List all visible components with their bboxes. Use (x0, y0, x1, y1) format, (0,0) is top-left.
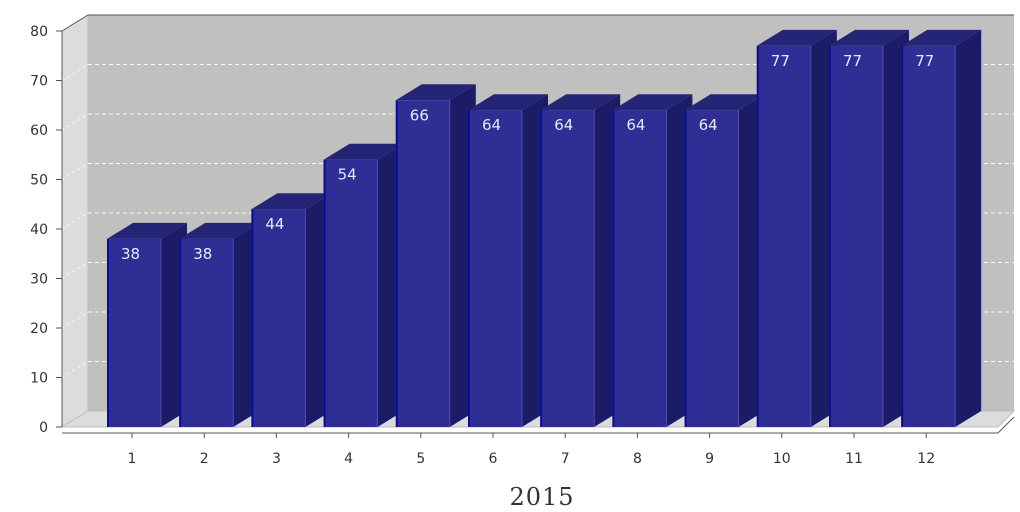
bar-value-label: 64 (699, 116, 718, 134)
bar: 44 (251, 193, 332, 427)
bar-front-face (107, 238, 161, 427)
bar-value-label: 38 (121, 245, 140, 263)
bar: 64 (612, 94, 693, 427)
bars: 38 38 44 54 66 64 64 64 64 77 77 77 (107, 29, 982, 428)
bar-top-face (829, 29, 909, 46)
bar-top-face (179, 222, 260, 239)
bar-edge (468, 110, 470, 427)
bar: 77 (756, 29, 837, 427)
gridline-side (61, 64, 89, 81)
bar-top-face (756, 29, 837, 46)
axes (61, 14, 1015, 434)
bar: 64 (468, 94, 548, 427)
bar-value-label: 54 (338, 166, 357, 184)
bar-edge (107, 238, 109, 427)
bar-front-face (901, 45, 956, 427)
bar-front-face (323, 159, 378, 427)
bar-front-face (395, 100, 450, 428)
y-tick-label: 10 (30, 371, 48, 387)
gridline-side (61, 311, 89, 329)
x-tick-label: 10 (773, 451, 791, 467)
bar-top-face (323, 143, 404, 160)
bar-top-face (684, 94, 765, 111)
gridline-side (61, 113, 89, 131)
y-tick-label: 50 (30, 173, 48, 189)
gridline-side (61, 262, 89, 279)
bar-value-label: 77 (843, 52, 862, 70)
bar-top-face (540, 94, 621, 111)
bar-front-face (612, 110, 667, 427)
bar-edge (684, 110, 687, 427)
gridline-side (61, 361, 89, 378)
bar-front-face (179, 238, 234, 427)
bar-edge (756, 45, 759, 427)
y-axis-top-edge (61, 14, 89, 32)
x-axis-depth-line (997, 416, 1015, 434)
x-tick-label: 5 (416, 451, 425, 467)
x-tick-label: 6 (489, 451, 498, 467)
gridline-side (61, 163, 89, 180)
y-tick-label: 80 (30, 24, 48, 40)
bar-value-label: 64 (482, 116, 501, 134)
x-tick-label: 4 (344, 451, 353, 467)
bar-value-label: 66 (410, 106, 429, 124)
y-tick-label: 0 (39, 420, 48, 436)
bar-value-label: 38 (193, 245, 212, 263)
bar-edge (901, 45, 904, 427)
x-tick-label: 7 (561, 451, 570, 467)
x-tick-label: 9 (705, 451, 714, 467)
bar-edge (179, 238, 182, 427)
gridline-side (61, 212, 89, 230)
bar-value-label: 64 (626, 116, 645, 134)
x-axis-ticks: 1 2 3 4 5 6 7 8 9 10 11 12 (128, 433, 935, 467)
bar: 64 (540, 94, 621, 427)
bar-edge (251, 209, 254, 427)
y-tick-label: 40 (30, 222, 48, 238)
bar-top-face (612, 94, 693, 111)
bar-top-face (468, 94, 548, 111)
x-tick-label: 1 (128, 451, 137, 467)
bar: 77 (901, 29, 982, 427)
bar-value-label: 77 (915, 52, 934, 70)
y-tick-label: 30 (30, 272, 48, 288)
bar: 38 (107, 222, 187, 427)
x-tick-label: 8 (633, 451, 642, 467)
bar-top-face (901, 29, 982, 46)
bar-edge (612, 110, 615, 427)
bar-value-label: 44 (265, 215, 284, 233)
bar-top-face (251, 193, 332, 210)
y-axis-ticks: 0 10 20 30 40 50 60 70 80 (30, 24, 62, 436)
x-tick-label: 3 (272, 451, 281, 467)
bar-front-face (540, 110, 595, 427)
bar-side-face (955, 29, 982, 427)
x-axis-title: 2015 (509, 483, 574, 511)
x-tick-label: 12 (917, 451, 935, 467)
bar: 66 (395, 84, 476, 428)
bar-edge (323, 159, 326, 427)
bar-front-face (468, 110, 522, 427)
bar-edge (829, 45, 831, 427)
bar-front-face (251, 209, 306, 427)
bar-front-face (684, 110, 739, 427)
x-tick-label: 2 (200, 451, 209, 467)
bar: 64 (684, 94, 765, 427)
y-tick-label: 20 (30, 321, 48, 337)
bar-value-label: 64 (554, 116, 573, 134)
plot-side-wall (61, 14, 89, 428)
bar: 54 (323, 143, 404, 427)
bar: 77 (829, 29, 909, 427)
bar-top-face (395, 84, 476, 101)
bar-value-label: 77 (771, 52, 790, 70)
bar: 38 (179, 222, 260, 427)
bar-front-face (756, 45, 811, 427)
x-tick-label: 11 (845, 451, 863, 467)
bar-front-face (829, 45, 883, 427)
bar-edge (395, 100, 398, 428)
bar-edge (540, 110, 543, 427)
bar-top-face (107, 222, 187, 239)
y-tick-label: 60 (30, 123, 48, 139)
y-tick-label: 70 (30, 74, 48, 90)
